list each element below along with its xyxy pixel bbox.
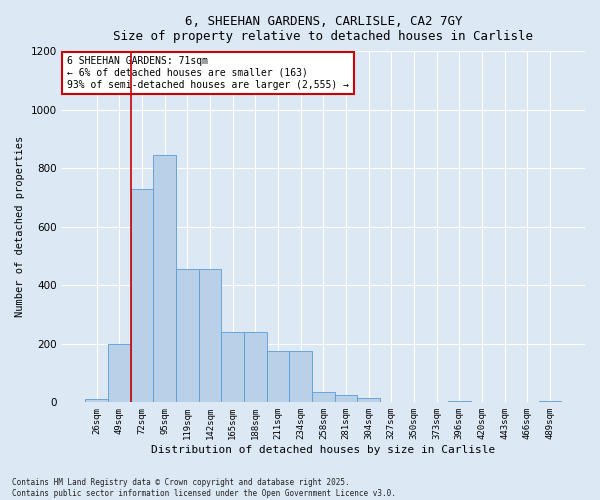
Bar <box>539 401 561 402</box>
Bar <box>131 188 154 402</box>
Bar <box>448 401 470 402</box>
Text: 6 SHEEHAN GARDENS: 71sqm
← 6% of detached houses are smaller (163)
93% of semi-d: 6 SHEEHAN GARDENS: 71sqm ← 6% of detache… <box>67 56 349 90</box>
Bar <box>154 155 176 402</box>
Bar <box>108 344 131 403</box>
Bar <box>312 392 335 402</box>
Bar <box>199 269 221 402</box>
Bar <box>335 395 358 402</box>
Bar <box>85 400 108 402</box>
Bar <box>289 351 312 403</box>
Text: Contains HM Land Registry data © Crown copyright and database right 2025.
Contai: Contains HM Land Registry data © Crown c… <box>12 478 396 498</box>
Bar <box>221 332 244 402</box>
Bar <box>244 332 266 402</box>
Bar <box>266 351 289 403</box>
X-axis label: Distribution of detached houses by size in Carlisle: Distribution of detached houses by size … <box>151 445 496 455</box>
Title: 6, SHEEHAN GARDENS, CARLISLE, CA2 7GY
Size of property relative to detached hous: 6, SHEEHAN GARDENS, CARLISLE, CA2 7GY Si… <box>113 15 533 43</box>
Bar <box>358 398 380 402</box>
Y-axis label: Number of detached properties: Number of detached properties <box>15 136 25 318</box>
Bar <box>176 269 199 402</box>
